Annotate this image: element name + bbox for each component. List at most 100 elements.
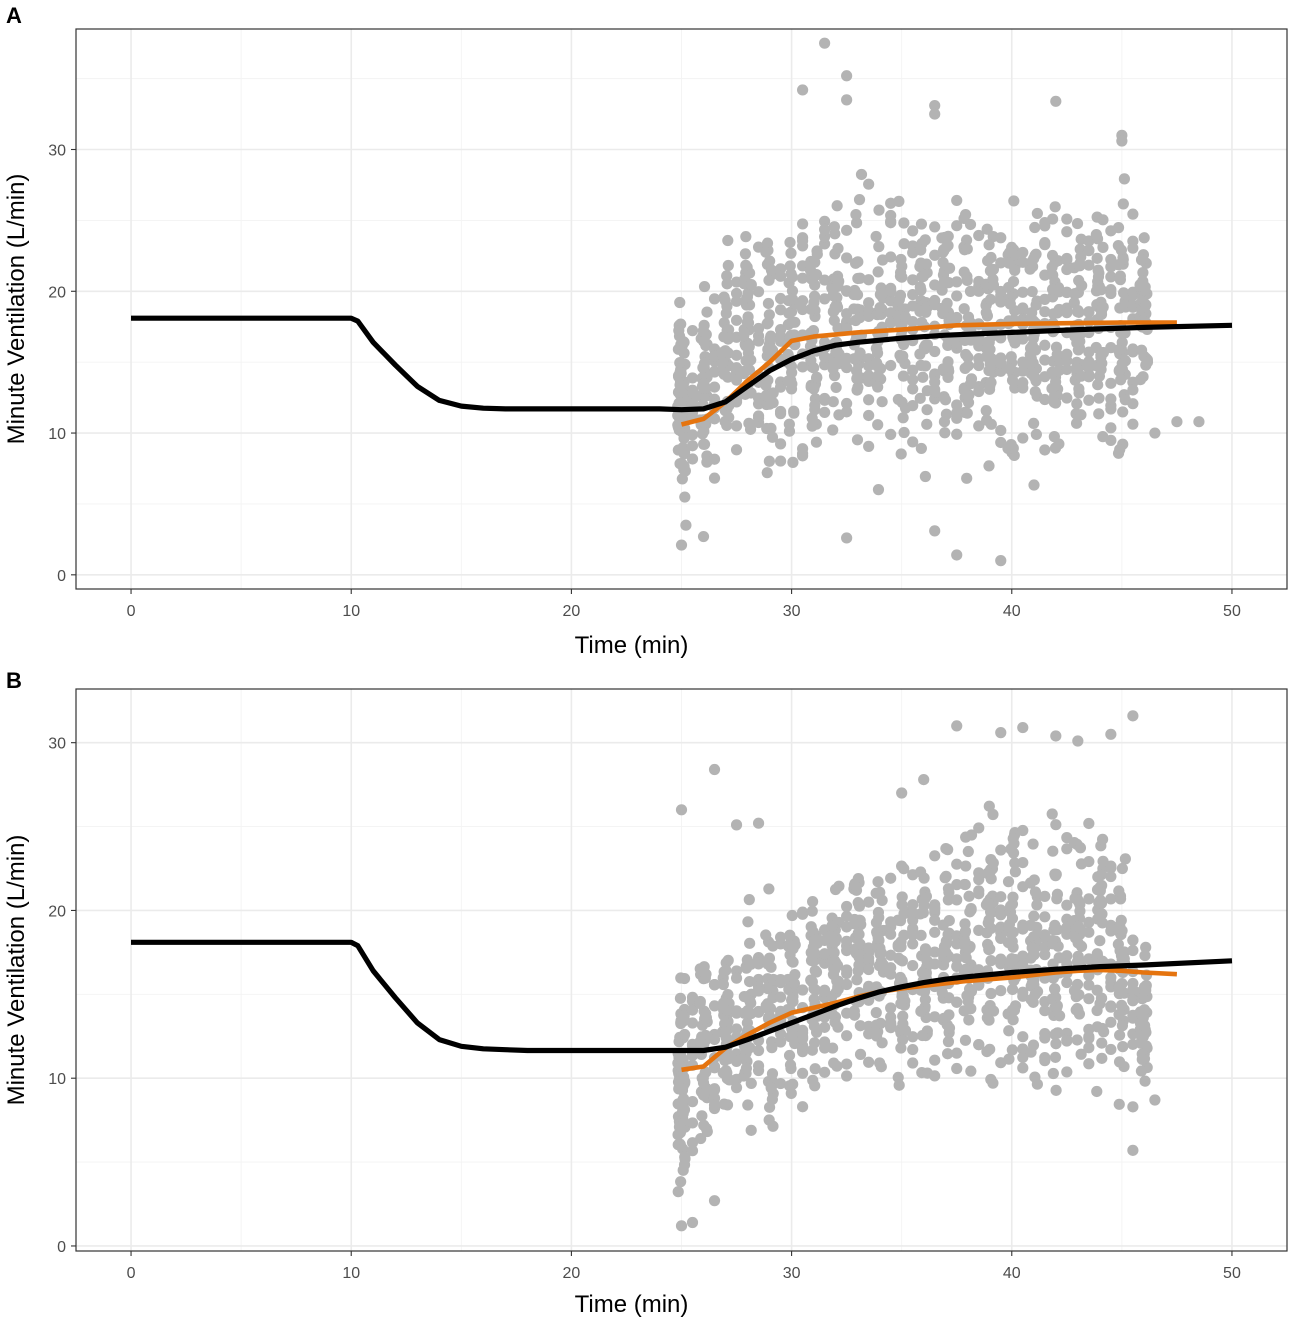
- data-point: [951, 407, 963, 419]
- data-point: [973, 873, 985, 886]
- data-point: [828, 1057, 840, 1069]
- data-point: [1029, 221, 1041, 234]
- data-point: [951, 996, 963, 1008]
- data-point: [942, 928, 954, 941]
- data-point: [872, 876, 884, 888]
- data-point: [1061, 976, 1073, 989]
- data-point: [942, 356, 954, 368]
- data-point: [973, 385, 985, 398]
- data-point: [832, 356, 844, 368]
- data-point: [1069, 330, 1081, 343]
- data-point: [1007, 275, 1020, 288]
- data-point: [983, 1014, 995, 1026]
- data-point: [1049, 201, 1061, 213]
- data-point: [1009, 866, 1021, 878]
- data-point: [919, 470, 931, 483]
- data-point: [730, 420, 743, 432]
- data-point: [1091, 1004, 1103, 1017]
- data-point: [819, 223, 831, 236]
- data-point: [698, 438, 710, 450]
- data-point: [708, 413, 721, 425]
- x-tick-label: 0: [127, 1265, 136, 1282]
- data-point: [1083, 1042, 1095, 1054]
- data-point: [1028, 910, 1040, 922]
- data-point: [870, 230, 882, 243]
- data-point: [1127, 418, 1139, 430]
- data-point: [898, 217, 910, 229]
- data-point: [708, 1033, 721, 1046]
- data-point: [1026, 285, 1038, 298]
- data-point: [1068, 985, 1081, 997]
- data-point: [819, 392, 831, 405]
- data-point: [774, 931, 787, 943]
- data-point: [920, 968, 932, 981]
- data-point: [740, 259, 752, 271]
- data-point: [973, 822, 985, 834]
- data-point: [995, 352, 1007, 364]
- data-point: [918, 773, 930, 786]
- data-point: [942, 230, 954, 242]
- data-point: [980, 307, 992, 319]
- data-point: [851, 434, 864, 446]
- data-point: [677, 1093, 690, 1105]
- data-point: [876, 396, 888, 408]
- data-point: [752, 286, 765, 298]
- y-tick-label: 30: [48, 736, 66, 753]
- data-point: [1083, 916, 1095, 928]
- data-point: [987, 808, 999, 821]
- data-point: [1024, 877, 1037, 889]
- data-point: [1096, 1022, 1108, 1035]
- data-point: [752, 985, 765, 997]
- data-point: [708, 979, 721, 991]
- data-point: [841, 1030, 853, 1042]
- data-point: [958, 303, 970, 315]
- data-point: [788, 407, 800, 419]
- data-point: [783, 307, 795, 319]
- data-point: [965, 373, 978, 385]
- data-point: [872, 370, 884, 382]
- data-point: [1049, 442, 1062, 454]
- data-point: [783, 1080, 796, 1092]
- data-point: [1017, 432, 1029, 444]
- data-point: [1127, 384, 1139, 396]
- data-point: [962, 845, 974, 858]
- data-point: [1083, 855, 1095, 868]
- data-point: [1051, 893, 1063, 905]
- data-point: [987, 279, 1000, 291]
- data-point: [915, 244, 927, 256]
- data-point: [841, 532, 853, 544]
- data-point: [961, 472, 973, 484]
- data-point: [760, 246, 772, 258]
- data-point: [982, 897, 994, 909]
- data-point: [915, 442, 927, 455]
- data-point: [760, 379, 772, 391]
- data-point: [1071, 217, 1084, 230]
- data-point: [1030, 248, 1042, 260]
- data-point: [819, 274, 831, 286]
- data-point: [995, 424, 1007, 437]
- data-point: [1140, 299, 1152, 311]
- data-point: [959, 936, 971, 948]
- data-point: [686, 1096, 699, 1108]
- data-point: [700, 1066, 712, 1078]
- data-point: [871, 357, 883, 369]
- data-point: [1006, 912, 1019, 925]
- data-point: [819, 1066, 831, 1078]
- panel-border: [75, 28, 1288, 590]
- data-point: [1047, 213, 1059, 225]
- data-point: [797, 1067, 809, 1079]
- panel-border: [75, 688, 1288, 1252]
- data-point: [870, 1007, 882, 1019]
- data-point: [720, 1032, 732, 1044]
- data-point: [907, 374, 919, 386]
- data-point: [1039, 339, 1051, 351]
- data-point: [730, 1055, 743, 1067]
- data-point: [809, 399, 821, 412]
- data-point: [827, 290, 839, 302]
- data-point: [841, 935, 853, 947]
- data-point: [841, 252, 853, 264]
- data-point: [1113, 1098, 1125, 1110]
- data-point: [1083, 926, 1095, 938]
- data-point: [1048, 431, 1060, 443]
- data-point: [742, 916, 754, 928]
